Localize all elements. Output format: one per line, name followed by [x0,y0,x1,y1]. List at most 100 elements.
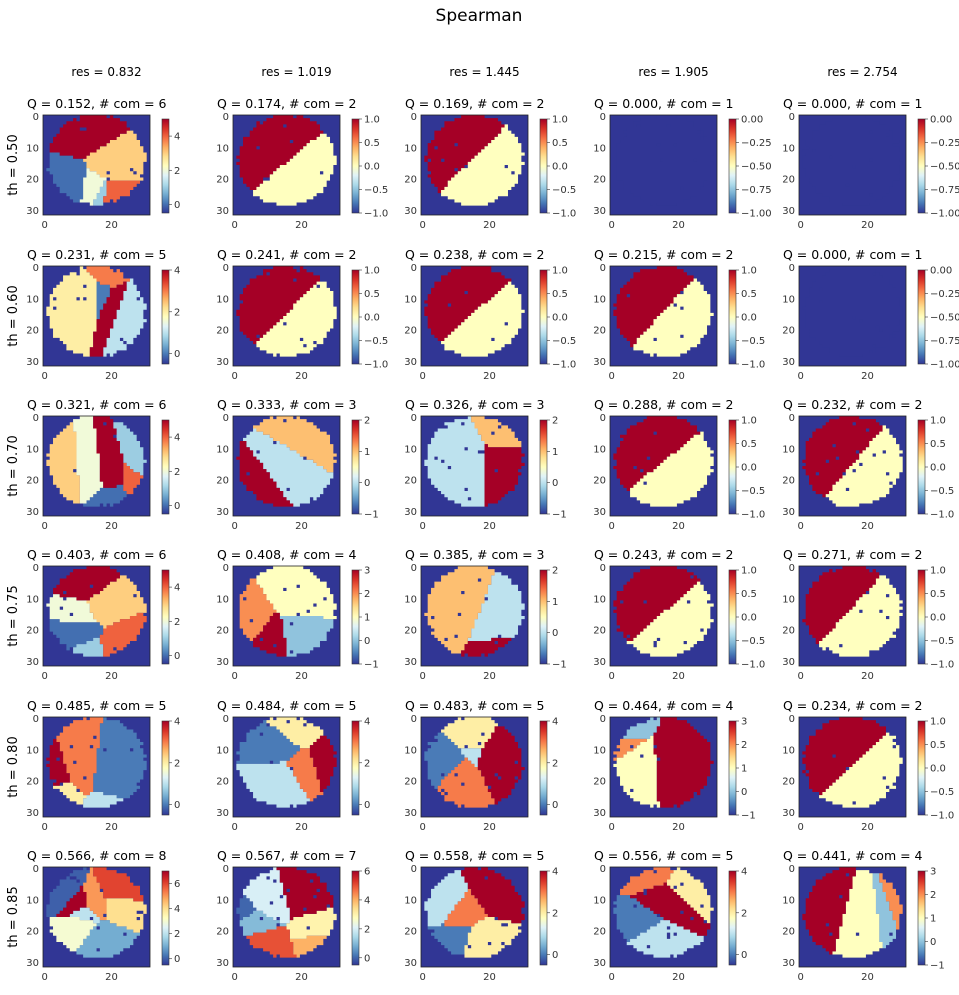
colorbar-frame [351,419,360,515]
y-tick-label: 0 [600,864,606,875]
colorbar-tick-label: −0.50 [930,313,959,324]
y-tick-label: 10 [216,143,229,154]
colorbar-tick-label: −0.5 [741,486,765,497]
colorbar-tick-label: 1.0 [364,115,380,126]
x-tick-label: 20 [861,972,874,983]
colorbar-tick-label: −0.50 [930,162,959,173]
panel-title: Q = 0.567, # com = 7 [217,848,357,863]
community-region [441,281,525,357]
colorbar-frame [161,269,170,365]
y-tick-label: 10 [216,294,229,305]
community-region [309,735,337,793]
community-region [286,907,337,939]
y-tick-label: 30 [216,507,229,518]
colorbar-tick-label: 0 [174,501,180,512]
y-tick-label: 0 [789,112,795,123]
community-region [613,566,701,642]
colorbar-frame [351,870,360,966]
colorbar-tick-label: −1 [552,510,567,521]
community-region [46,738,70,786]
x-tick-label: 0 [608,671,614,682]
panel-title: Q = 0.238, # com = 2 [405,247,545,262]
community-region [666,867,714,924]
community-region [89,281,127,357]
y-tick-label: 20 [782,927,795,938]
community-region [802,566,880,645]
column-title: res = 1.019 [261,65,331,79]
colorbar-tick-label: 2 [174,166,180,177]
colorbar-tick-label: 0 [741,787,747,798]
y-tick-label: 0 [33,112,39,123]
colorbar-tick-label: 4 [174,132,180,143]
axes-frame [232,415,341,517]
y-tick-label: 10 [782,895,795,906]
x-tick-label: 20 [861,220,874,231]
colorbar-tick-label: 2 [930,890,936,901]
colorbar-tick-label: 3 [741,717,747,728]
colorbar-tick-label: 0 [741,950,747,961]
x-tick-label: 0 [608,972,614,983]
colorbar-tick-label: 1.0 [741,266,757,277]
colorbar [918,420,925,514]
axes-frame [42,415,151,517]
community-region [424,566,495,654]
colorbar [540,871,547,965]
community-region [613,416,701,492]
colorbar-tick-label: 1.0 [930,566,946,577]
y-tick-label: 30 [26,507,39,518]
community-region [289,935,327,958]
axes-frame [42,265,151,367]
y-tick-label: 10 [782,143,795,154]
colorbar-frame [539,870,548,966]
community-region [441,124,525,206]
colorbar [729,871,736,965]
y-tick-label: 20 [593,175,606,186]
colorbar-tick-label: −0.5 [930,787,954,798]
colorbar-tick-label: 0.5 [364,138,380,149]
x-tick-label: 20 [483,371,496,382]
community-region [56,885,87,918]
community-region [253,416,337,473]
x-tick-label: 20 [105,371,118,382]
community-region [99,612,147,657]
colorbar-frame [161,419,170,515]
colorbar-tick-label: 0 [174,800,180,811]
x-tick-label: 0 [797,972,803,983]
axes-frame [232,265,341,367]
y-tick-label: 30 [404,958,417,969]
y-tick-label: 20 [26,777,39,788]
x-tick-label: 0 [41,671,47,682]
panel-title: Q = 0.566, # com = 8 [27,848,167,863]
colorbar [918,270,925,364]
community-region [266,717,324,749]
colorbar-tick-label: 0 [174,349,180,360]
community-region [83,867,107,921]
x-tick-label: 20 [105,220,118,231]
y-tick-label: 10 [593,294,606,305]
community-region [46,266,97,357]
x-tick-label: 20 [861,671,874,682]
y-tick-label: 0 [223,263,229,274]
x-tick-label: 20 [861,371,874,382]
x-tick-label: 20 [105,822,118,833]
panel-title: Q = 0.408, # com = 4 [217,547,357,562]
axes-frame [42,565,151,667]
y-tick-label: 20 [216,626,229,637]
y-tick-label: 10 [404,895,417,906]
row-label: th = 0.70 [6,435,21,496]
y-tick-label: 20 [216,777,229,788]
x-tick-label: 0 [231,671,237,682]
colorbar-tick-label: −0.5 [364,336,388,347]
panel-title: Q = 0.169, # com = 2 [405,96,545,111]
y-tick-label: 0 [600,714,606,725]
panel-title: Q = 0.326, # com = 3 [405,397,545,412]
community-region [256,281,337,357]
colorbar-tick-label: −0.25 [930,289,959,300]
y-tick-label: 0 [33,714,39,725]
community-region [467,572,525,642]
colorbar-tick-label: 0 [364,478,370,489]
community-region [83,484,127,507]
colorbar-tick-label: 4 [174,717,180,728]
